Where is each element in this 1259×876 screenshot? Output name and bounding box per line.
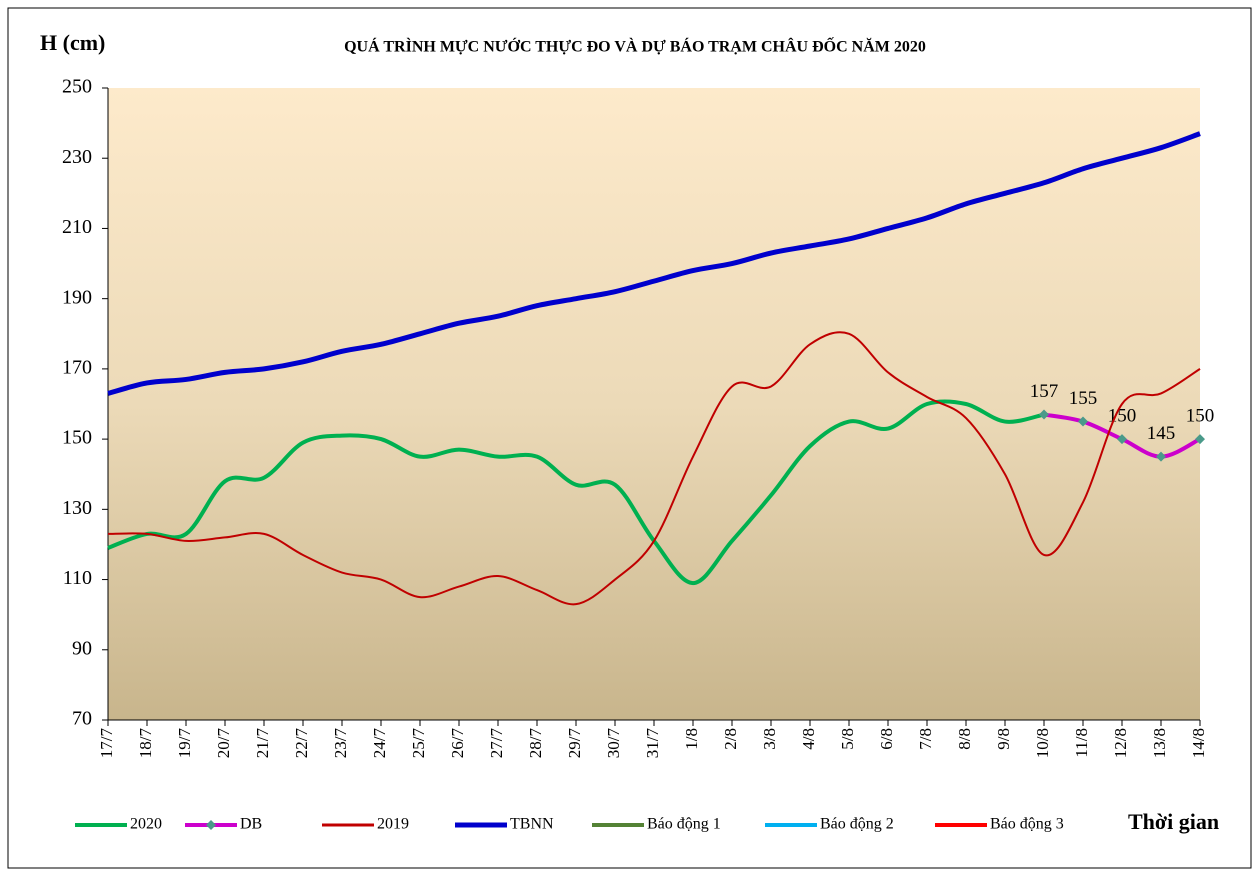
y-tick-label: 70 xyxy=(72,708,92,730)
legend-marker xyxy=(206,820,216,830)
x-tick-label: 13/8 xyxy=(1150,728,1169,758)
x-tick-label: 26/7 xyxy=(448,728,467,759)
plot-area xyxy=(108,88,1200,720)
y-tick-label: 90 xyxy=(72,637,92,659)
x-tick-label: 22/7 xyxy=(292,728,311,759)
legend-label: Báo động 2 xyxy=(820,816,894,833)
data-label: 157 xyxy=(1030,381,1059,402)
x-tick-label: 20/7 xyxy=(214,728,233,759)
x-tick-label: 5/8 xyxy=(838,728,857,750)
x-tick-label: 17/7 xyxy=(97,728,116,759)
data-label: 145 xyxy=(1147,423,1176,444)
x-tick-label: 11/8 xyxy=(1072,728,1091,758)
y-tick-label: 210 xyxy=(62,216,92,238)
x-tick-label: 29/7 xyxy=(565,728,584,759)
y-tick-label: 190 xyxy=(62,286,92,308)
x-tick-label: 21/7 xyxy=(253,728,272,759)
data-label: 155 xyxy=(1069,388,1098,409)
y-tick-label: 130 xyxy=(62,497,92,519)
x-tick-label: 10/8 xyxy=(1033,728,1052,758)
x-tick-label: 3/8 xyxy=(760,728,779,750)
x-tick-label: 4/8 xyxy=(799,728,818,750)
series-line xyxy=(107,399,1045,586)
x-tick-label: 9/8 xyxy=(994,728,1013,750)
x-tick-label: 31/7 xyxy=(643,728,662,759)
x-tick-label: 12/8 xyxy=(1111,728,1130,758)
legend-label: TBNN xyxy=(510,816,554,833)
x-tick-label: 24/7 xyxy=(370,728,389,759)
y-tick-label: 170 xyxy=(62,356,92,378)
y-tick-label: 230 xyxy=(62,146,92,168)
y-tick-label: 110 xyxy=(63,567,92,589)
y-axis-title: H (cm) xyxy=(40,30,105,55)
data-label: 150 xyxy=(1108,405,1137,426)
x-tick-label: 18/7 xyxy=(136,728,155,759)
x-tick-label: 6/8 xyxy=(877,728,896,750)
y-tick-label: 250 xyxy=(62,76,92,98)
marker xyxy=(1039,409,1049,420)
legend-label: Báo động 1 xyxy=(647,816,721,833)
x-tick-label: 1/8 xyxy=(682,728,701,750)
x-tick-label: 30/7 xyxy=(604,728,623,759)
series-line xyxy=(107,131,1201,396)
marker xyxy=(1195,434,1205,445)
x-tick-label: 8/8 xyxy=(955,728,974,750)
legend-label: 2019 xyxy=(377,816,409,833)
marker xyxy=(1156,451,1166,462)
x-tick-label: 27/7 xyxy=(487,728,506,759)
x-tick-label: 23/7 xyxy=(331,728,350,759)
x-tick-label: 14/8 xyxy=(1189,728,1208,758)
legend-label: DB xyxy=(240,816,262,833)
data-label: 150 xyxy=(1186,405,1215,426)
x-tick-label: 25/7 xyxy=(409,728,428,759)
marker xyxy=(1117,434,1127,445)
x-tick-label: 7/8 xyxy=(916,728,935,750)
x-axis-title: Thời gian xyxy=(1128,809,1219,834)
chart-title: QUÁ TRÌNH MỰC NƯỚC THỰC ĐO VÀ DỰ BÁO TRẠ… xyxy=(344,36,926,56)
legend-label: 2020 xyxy=(130,816,162,833)
x-tick-label: 19/7 xyxy=(175,728,194,759)
legend-label: Báo động 3 xyxy=(990,816,1064,833)
y-tick-label: 150 xyxy=(62,427,92,449)
series-line xyxy=(107,331,1201,606)
x-tick-label: 2/8 xyxy=(721,728,740,750)
marker xyxy=(1078,416,1088,427)
x-tick-label: 28/7 xyxy=(526,728,545,759)
